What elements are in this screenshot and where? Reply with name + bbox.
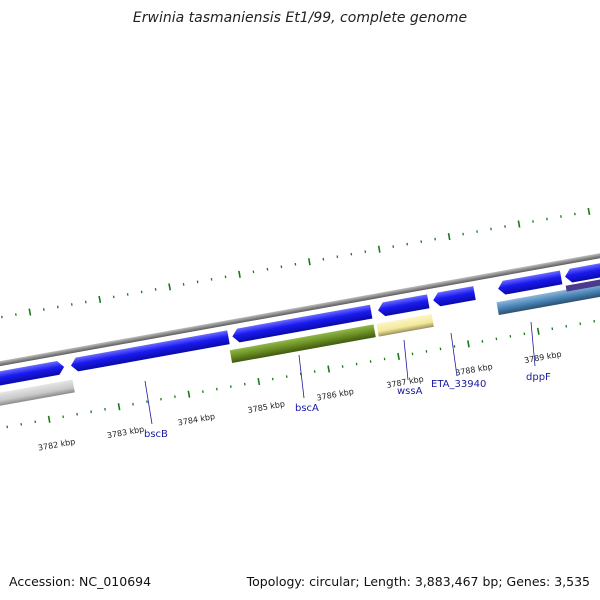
backbone	[0, 221, 600, 387]
cds-arrow	[433, 286, 476, 307]
feature-dppF	[496, 280, 600, 316]
leader-line	[298, 354, 305, 399]
major-tick	[187, 390, 191, 398]
axis-label: 3788 kbp	[455, 362, 494, 378]
map-title: Erwinia tasmaniensis Et1/99, complete ge…	[132, 10, 468, 26]
gene-label-wssA[interactable]: wssA	[397, 386, 423, 397]
position-labels: 3782 kbp 3783 kbp 3784 kbp 3785 kbp 3786…	[37, 350, 562, 453]
major-tick	[47, 415, 51, 423]
gene-label-dppF[interactable]: dppF	[526, 372, 551, 383]
major-tick	[447, 233, 451, 241]
major-tick	[307, 258, 311, 266]
forward-strand-genes	[0, 249, 600, 391]
genome-summary-text: Topology: circular; Length: 3,883,467 bp…	[246, 574, 590, 589]
major-tick	[98, 295, 102, 304]
gene-label-ETA_33940[interactable]: ETA_33940	[431, 379, 486, 390]
major-tick	[168, 283, 172, 291]
inner-tick-ring	[6, 319, 596, 429]
cds-arrow	[0, 361, 65, 391]
leader-line	[403, 339, 409, 381]
leader-line	[530, 321, 536, 367]
feature-grey	[0, 379, 75, 411]
major-tick	[397, 352, 400, 361]
leader-line	[450, 332, 458, 377]
axis-label: 3786 kbp	[316, 387, 355, 403]
cds-arrow	[498, 270, 563, 295]
major-tick	[117, 403, 121, 411]
major-tick	[238, 270, 241, 278]
feature-wssA	[376, 313, 434, 337]
axis-label: 3789 kbp	[524, 350, 563, 366]
axis-label: 3782 kbp	[37, 437, 76, 453]
major-tick	[377, 245, 381, 253]
major-tick	[327, 365, 331, 373]
leader-line	[144, 380, 153, 425]
major-tick	[257, 377, 261, 386]
cds-arrow	[565, 249, 600, 283]
cds-arrow	[70, 330, 230, 372]
major-tick	[28, 308, 32, 316]
feature-bscA	[229, 324, 376, 364]
axis-label: 3785 kbp	[247, 399, 286, 415]
gene-label-bscB[interactable]: bscB	[144, 429, 168, 440]
major-tick	[517, 220, 521, 228]
axis-label: 3783 kbp	[106, 425, 145, 441]
gene-label-bscA[interactable]: bscA	[295, 403, 319, 414]
outer-tick-ring	[1, 207, 591, 319]
cds-arrow	[378, 294, 430, 317]
major-tick	[536, 327, 540, 335]
gene-labels: bscB bscA wssA ETA_33940 dppF	[144, 321, 551, 440]
axis-label: 3784 kbp	[177, 412, 216, 428]
accession-text: Accession: NC_010694	[9, 574, 152, 589]
reverse-strand-features	[0, 271, 600, 411]
cds-arrow	[232, 304, 373, 343]
major-tick	[587, 207, 591, 216]
feature-purple	[565, 271, 600, 292]
major-tick	[467, 340, 470, 348]
